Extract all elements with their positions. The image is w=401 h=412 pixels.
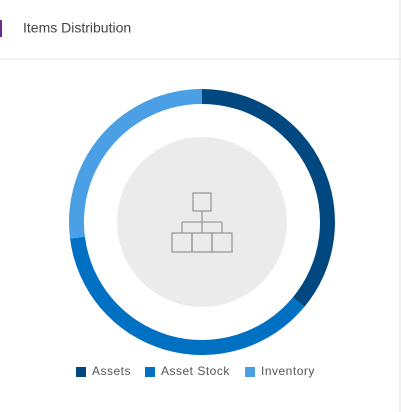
legend-swatch	[145, 367, 155, 377]
legend-label: Asset Stock	[161, 364, 230, 378]
legend-label: Inventory	[261, 364, 315, 378]
hierarchy-icon	[171, 192, 233, 253]
chart-title: Items Distribution	[23, 20, 131, 36]
legend-label: Assets	[92, 364, 131, 378]
legend-swatch	[76, 367, 86, 377]
legend-swatch	[245, 367, 255, 377]
donut-segment	[202, 89, 335, 307]
donut-segment	[69, 89, 202, 239]
title-accent	[0, 20, 2, 37]
donut-segment	[70, 236, 305, 356]
